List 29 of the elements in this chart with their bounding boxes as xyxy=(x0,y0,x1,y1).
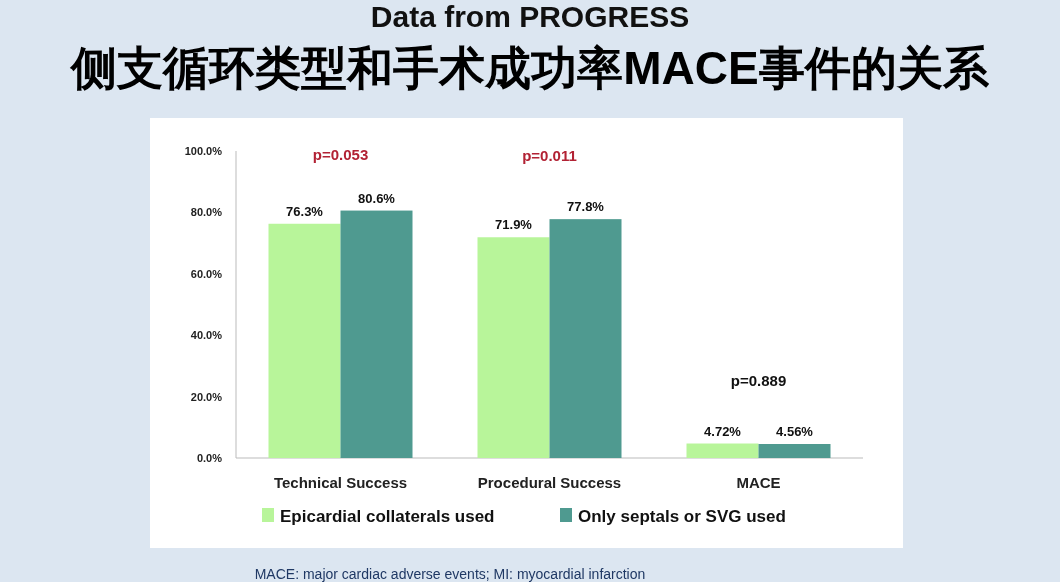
data-label: 71.9% xyxy=(495,217,533,233)
data-label: 4.72% xyxy=(704,423,742,439)
x-tick-label: Technical Success xyxy=(273,474,408,491)
bar xyxy=(340,210,413,458)
x-tick-label: MACE xyxy=(736,474,781,491)
bar xyxy=(477,237,550,458)
y-tick-label: 20.0% xyxy=(190,390,223,403)
y-tick-label: 80.0% xyxy=(190,206,223,219)
data-label: 77.8% xyxy=(567,199,605,215)
bar xyxy=(686,443,759,458)
legend-label: Epicardial collaterals used xyxy=(280,507,495,526)
x-tick-label: Procedural Success xyxy=(477,474,622,491)
data-label: 80.6% xyxy=(358,190,396,206)
annotation: p=0.889 xyxy=(730,371,787,389)
text: MACE: major cardiac adverse events; MI: myocardial infarction xyxy=(254,566,646,582)
legend-label: Only septals or SVG used xyxy=(578,507,786,526)
annotation: p=0.053 xyxy=(312,146,369,163)
bar xyxy=(758,444,831,458)
bar xyxy=(268,223,341,458)
data-label: 76.3% xyxy=(286,203,324,219)
bar xyxy=(549,219,622,458)
chart-title: Data from PROGRESS xyxy=(370,0,690,33)
data-label: 4.56% xyxy=(776,424,814,439)
y-tick-label: 0.0% xyxy=(196,452,223,464)
annotation: p=0.011 xyxy=(522,147,577,165)
y-tick-label: 40.0% xyxy=(190,329,223,342)
y-tick-label: 60.0% xyxy=(190,267,223,280)
chart-subtitle: 侧支循环类型和手术成功率MACE事件的关系 xyxy=(69,42,990,94)
y-tick-label: 100.0% xyxy=(184,145,223,157)
